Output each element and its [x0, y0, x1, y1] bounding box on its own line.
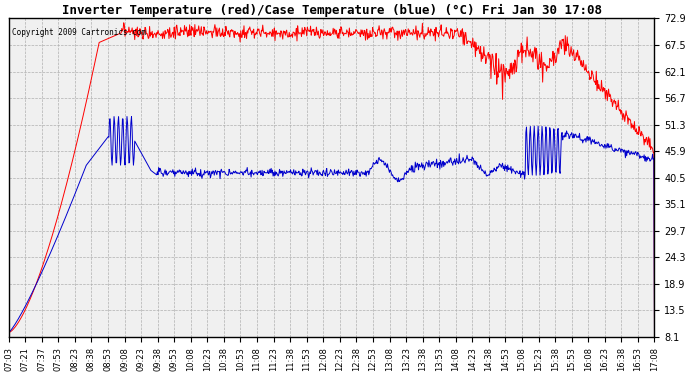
Text: Copyright 2009 Cartronics.com: Copyright 2009 Cartronics.com [12, 28, 146, 37]
Title: Inverter Temperature (red)/Case Temperature (blue) (°C) Fri Jan 30 17:08: Inverter Temperature (red)/Case Temperat… [61, 4, 602, 17]
